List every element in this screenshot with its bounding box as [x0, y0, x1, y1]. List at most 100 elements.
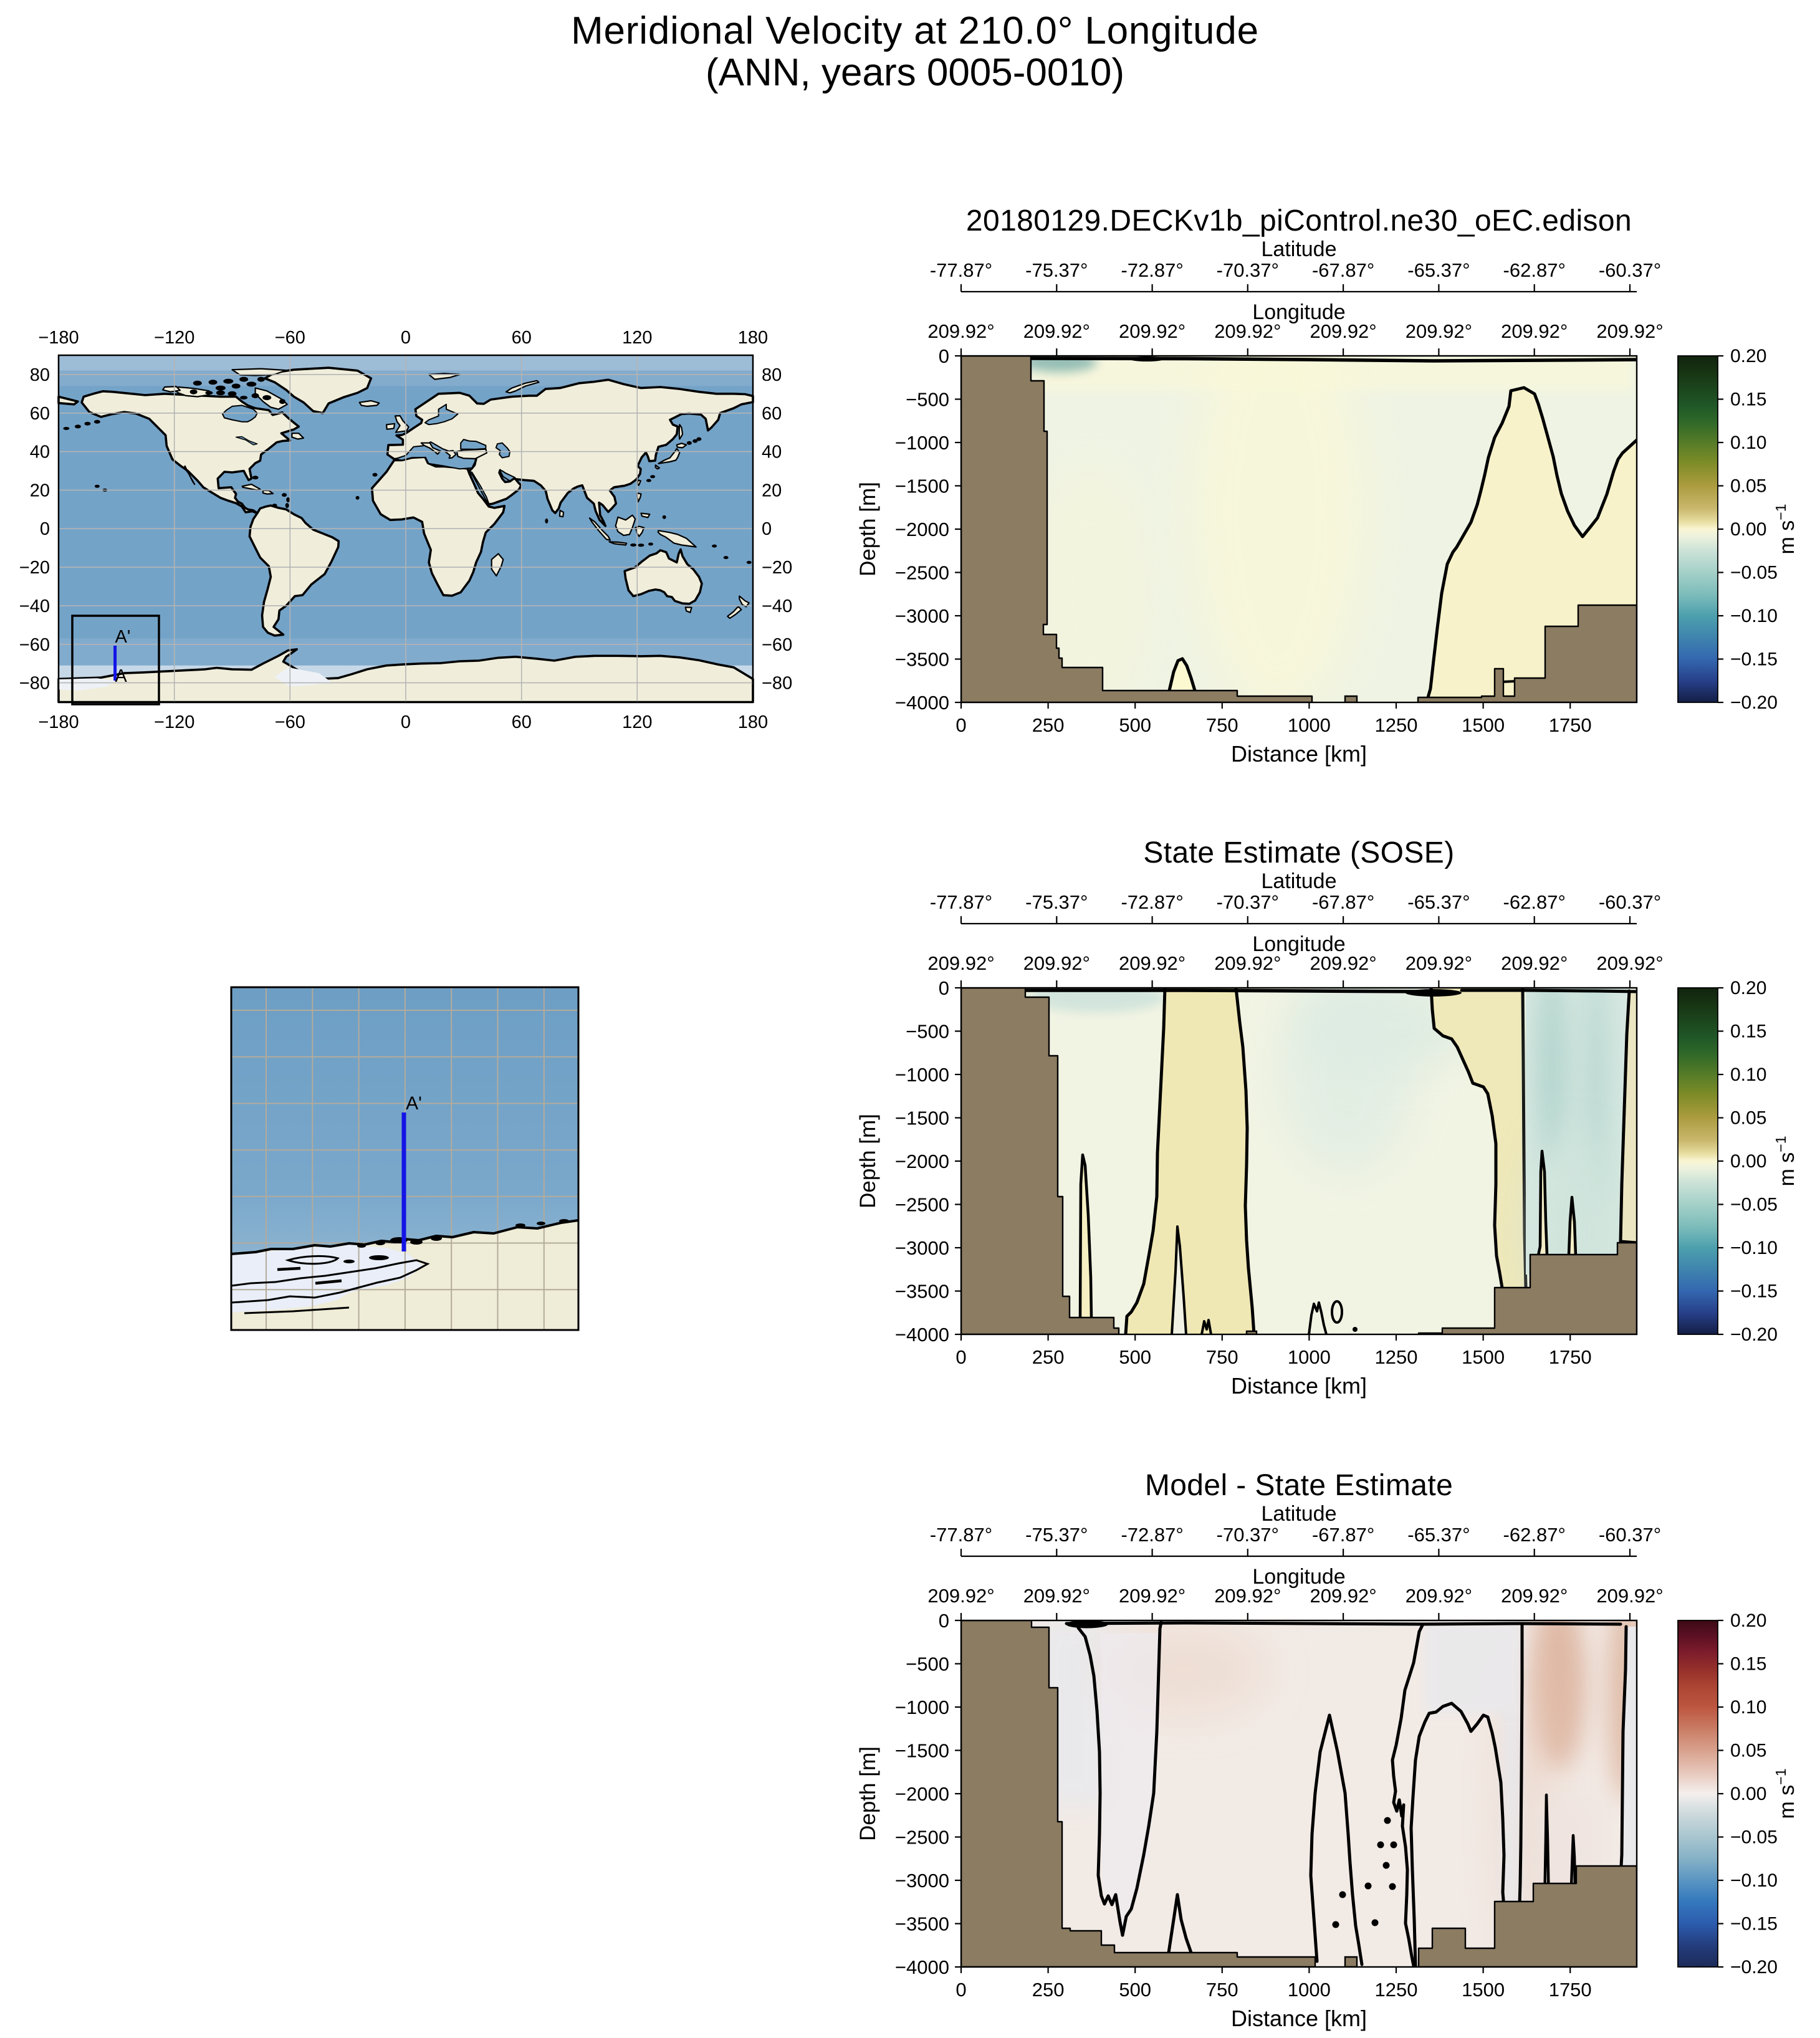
svg-text:−3500: −3500: [895, 1913, 949, 1935]
svg-text:−80: −80: [19, 674, 50, 694]
svg-text:-67.87°: -67.87°: [1312, 891, 1374, 913]
svg-text:1250: 1250: [1375, 1346, 1418, 1368]
svg-text:Depth [m]: Depth [m]: [856, 482, 880, 576]
svg-text:500: 500: [1119, 714, 1151, 736]
svg-text:209.92°: 209.92°: [1406, 952, 1472, 974]
svg-text:−0.10: −0.10: [1730, 606, 1778, 626]
svg-text:0: 0: [956, 1979, 966, 2001]
svg-text:-62.87°: -62.87°: [1503, 259, 1566, 281]
svg-text:−40: −40: [19, 596, 50, 616]
svg-text:500: 500: [1119, 1346, 1151, 1368]
svg-text:−3500: −3500: [895, 1281, 949, 1303]
svg-text:500: 500: [1119, 1979, 1151, 2001]
svg-text:−0.10: −0.10: [1730, 1238, 1778, 1258]
svg-text:209.92°: 209.92°: [1119, 952, 1185, 974]
svg-text:1500: 1500: [1462, 714, 1505, 736]
svg-text:-72.87°: -72.87°: [1121, 259, 1183, 281]
svg-text:A': A': [406, 1093, 422, 1114]
svg-text:−2500: −2500: [895, 1827, 949, 1849]
svg-text:−1000: −1000: [895, 1696, 949, 1718]
svg-text:−4000: −4000: [895, 692, 949, 714]
svg-text:20: 20: [30, 481, 50, 500]
svg-text:209.92°: 209.92°: [1214, 320, 1281, 342]
svg-text:Longitude: Longitude: [1252, 932, 1345, 956]
svg-text:-62.87°: -62.87°: [1503, 891, 1566, 913]
svg-text:0: 0: [762, 519, 772, 539]
svg-text:0: 0: [939, 977, 949, 999]
svg-text:Model - State Estimate: Model - State Estimate: [1145, 1469, 1453, 1502]
svg-text:750: 750: [1206, 1346, 1238, 1368]
svg-text:209.92°: 209.92°: [1214, 952, 1281, 974]
svg-text:-72.87°: -72.87°: [1121, 891, 1183, 913]
svg-text:180: 180: [738, 328, 768, 348]
svg-text:Latitude: Latitude: [1262, 237, 1337, 261]
svg-text:209.92°: 209.92°: [1596, 1585, 1663, 1607]
svg-text:−3000: −3000: [895, 605, 949, 627]
svg-text:60: 60: [30, 404, 50, 424]
svg-text:−60: −60: [275, 712, 305, 732]
svg-text:0.00: 0.00: [1730, 1784, 1766, 1804]
svg-text:−80: −80: [762, 674, 792, 694]
svg-text:−1500: −1500: [895, 476, 949, 497]
svg-text:80: 80: [762, 365, 782, 385]
svg-text:−60: −60: [762, 635, 792, 655]
svg-text:-77.87°: -77.87°: [930, 1524, 992, 1546]
svg-text:209.92°: 209.92°: [1596, 952, 1663, 974]
svg-text:−0.10: −0.10: [1730, 1870, 1778, 1891]
svg-text:−40: −40: [762, 596, 792, 616]
svg-text:Depth [m]: Depth [m]: [856, 1114, 880, 1208]
svg-text:−3000: −3000: [895, 1237, 949, 1259]
svg-text:−4000: −4000: [895, 1324, 949, 1346]
svg-text:−2000: −2000: [895, 519, 949, 540]
svg-text:1750: 1750: [1549, 1979, 1592, 2001]
svg-text:m s−1: m s−1: [1773, 1768, 1799, 1819]
svg-text:1000: 1000: [1288, 714, 1331, 736]
svg-text:1000: 1000: [1288, 1346, 1331, 1368]
svg-text:40: 40: [762, 443, 782, 462]
svg-text:−1500: −1500: [895, 1108, 949, 1129]
svg-text:-77.87°: -77.87°: [930, 891, 992, 913]
svg-text:209.92°: 209.92°: [1501, 320, 1568, 342]
svg-text:−2000: −2000: [895, 1783, 949, 1805]
svg-text:-65.37°: -65.37°: [1407, 259, 1470, 281]
svg-text:−1000: −1000: [895, 432, 949, 454]
svg-text:209.92°: 209.92°: [927, 320, 994, 342]
svg-text:180: 180: [738, 712, 768, 732]
svg-text:-77.87°: -77.87°: [930, 259, 992, 281]
svg-text:-65.37°: -65.37°: [1407, 1524, 1470, 1546]
svg-text:209.92°: 209.92°: [1310, 320, 1376, 342]
svg-text:120: 120: [622, 328, 652, 348]
svg-text:-75.37°: -75.37°: [1025, 1524, 1088, 1546]
svg-text:0: 0: [956, 714, 966, 736]
svg-text:0: 0: [939, 1610, 949, 1632]
svg-text:−1000: −1000: [895, 1064, 949, 1086]
svg-text:0: 0: [401, 712, 411, 732]
svg-text:1250: 1250: [1375, 714, 1418, 736]
svg-text:20180129.DECKv1b_piControl.ne3: 20180129.DECKv1b_piControl.ne30_oEC.edis…: [966, 204, 1632, 237]
svg-text:-60.37°: -60.37°: [1599, 259, 1661, 281]
svg-text:−2000: −2000: [895, 1151, 949, 1172]
svg-text:0.10: 0.10: [1730, 433, 1766, 453]
svg-text:0.00: 0.00: [1730, 1151, 1766, 1172]
svg-text:Longitude: Longitude: [1252, 1565, 1345, 1589]
svg-text:250: 250: [1032, 714, 1065, 736]
svg-text:−500: −500: [906, 1653, 949, 1675]
svg-text:209.92°: 209.92°: [1406, 1585, 1472, 1607]
svg-text:Latitude: Latitude: [1262, 1502, 1337, 1526]
svg-text:209.92°: 209.92°: [1596, 320, 1663, 342]
svg-text:−0.15: −0.15: [1730, 1914, 1778, 1935]
svg-text:120: 120: [622, 712, 652, 732]
svg-text:A': A': [115, 627, 131, 647]
svg-text:209.92°: 209.92°: [927, 1585, 994, 1607]
svg-text:0.05: 0.05: [1730, 476, 1766, 497]
svg-text:0.10: 0.10: [1730, 1697, 1766, 1718]
svg-text:209.92°: 209.92°: [1023, 320, 1090, 342]
svg-text:-70.37°: -70.37°: [1217, 259, 1279, 281]
svg-text:Distance [km]: Distance [km]: [1231, 2006, 1367, 2031]
svg-text:0: 0: [401, 328, 411, 348]
svg-text:−0.15: −0.15: [1730, 649, 1778, 670]
svg-text:m s−1: m s−1: [1773, 504, 1799, 554]
svg-text:−0.20: −0.20: [1730, 1324, 1778, 1345]
svg-text:209.92°: 209.92°: [1119, 1585, 1185, 1607]
svg-text:−4000: −4000: [895, 1956, 949, 1978]
